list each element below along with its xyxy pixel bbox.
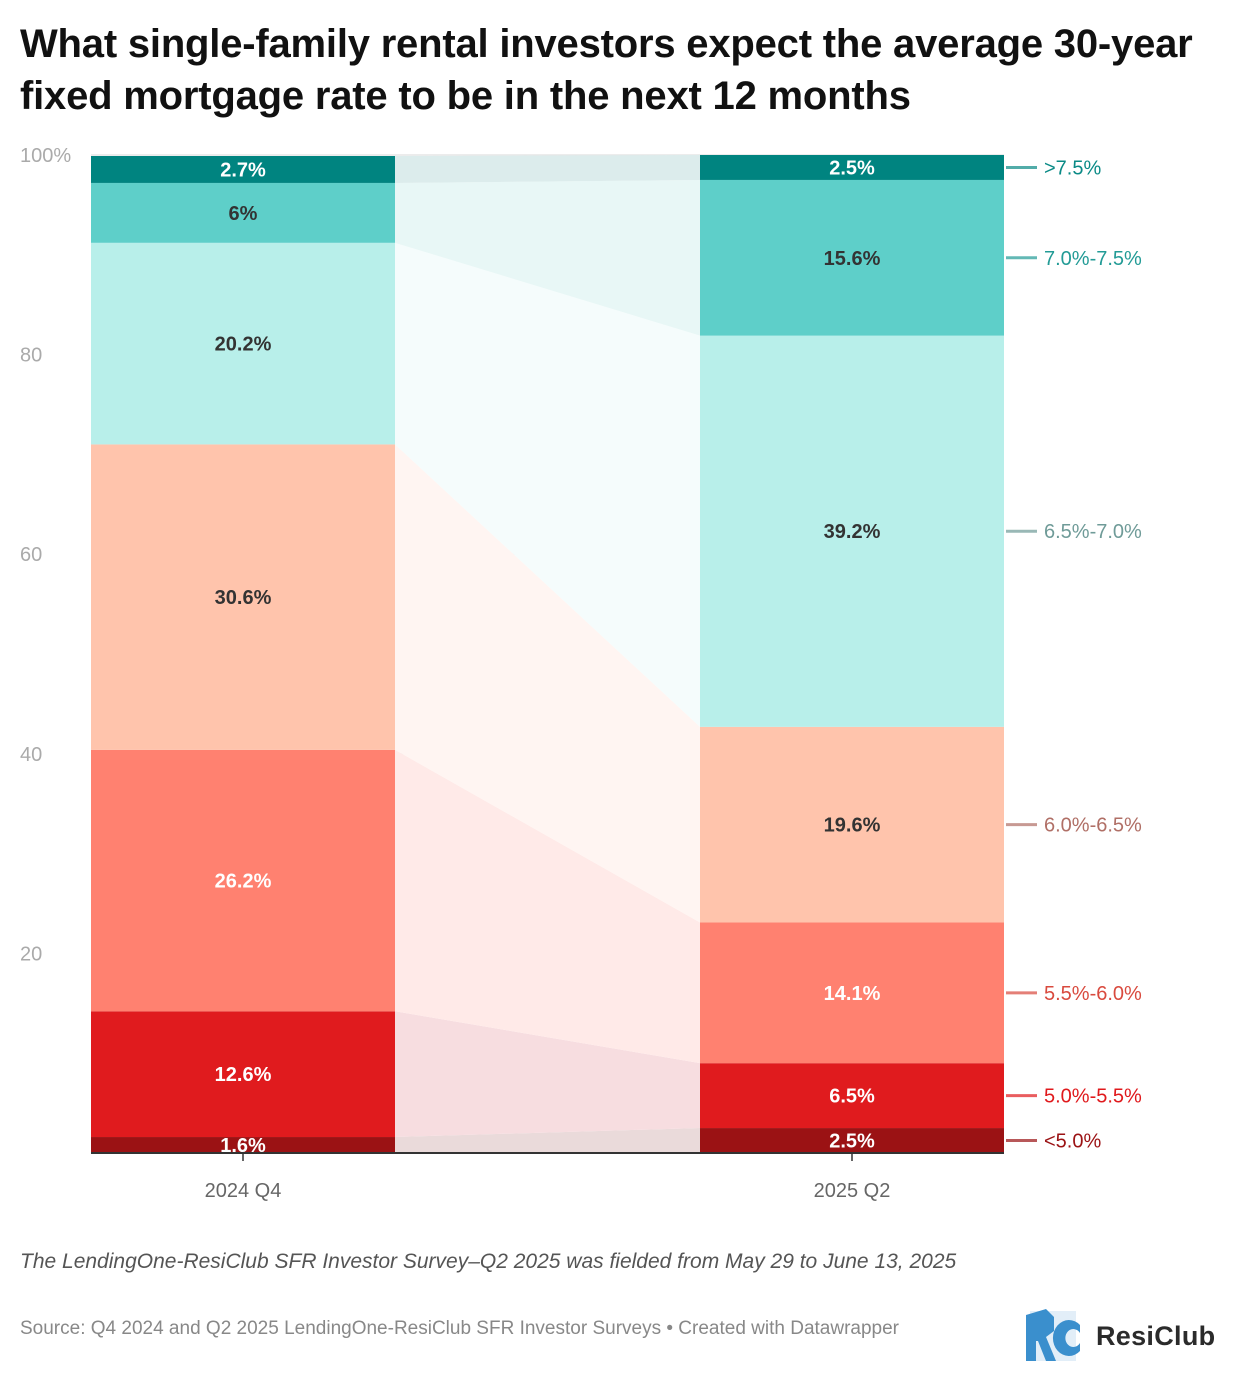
bar-segment[interactable]	[700, 726, 1004, 923]
resiclub-logo-icon	[1026, 1309, 1080, 1361]
stacked-bar-chart: 1.6% 12.6% 26.2% 30.6% 20.2% 6% 2.7% 2.5% 6.5% 14…	[20, 145, 1142, 1202]
brand-name: ResiClub	[1096, 1320, 1216, 1351]
bar-value-label: 14.1%	[824, 983, 881, 1005]
bars	[91, 155, 1004, 1153]
bar-value-label: 2.5%	[829, 1131, 875, 1153]
bar-value-label: 20.2%	[215, 334, 272, 356]
bar-segment[interactable]	[700, 179, 1004, 336]
y-tick-label: 20	[20, 943, 42, 965]
y-tick-label: 60	[20, 544, 42, 566]
bar-segment[interactable]	[91, 1137, 395, 1153]
bar-segment[interactable]	[91, 155, 395, 183]
connector-band	[395, 444, 700, 923]
bar-segment[interactable]	[700, 922, 1004, 1064]
bar-segment[interactable]	[91, 242, 395, 445]
bar-segment[interactable]	[700, 155, 1004, 180]
connector-band	[395, 749, 700, 1064]
bar-segment[interactable]	[91, 444, 395, 750]
legend-label: <5.0%	[1044, 1131, 1101, 1153]
bar-segment[interactable]	[700, 1128, 1004, 1153]
bar-segment[interactable]	[91, 182, 395, 243]
connector-band	[395, 1128, 700, 1153]
legend-label: 6.0%-6.5%	[1044, 815, 1142, 837]
x-category-label: 2024 Q4	[205, 1180, 282, 1202]
legend-label: 5.0%-5.5%	[1044, 1086, 1142, 1108]
bar-segment[interactable]	[700, 1063, 1004, 1129]
bar-value-label: 26.2%	[215, 871, 272, 893]
bar-value-label: 12.6%	[215, 1064, 272, 1086]
legend-label: >7.5%	[1044, 157, 1101, 179]
connector-band	[395, 155, 700, 183]
bar-value-label: 1.6%	[220, 1135, 266, 1157]
connector-band	[395, 242, 700, 727]
x-category-label: 2025 Q2	[814, 1180, 891, 1202]
bar-value-labels: 1.6% 12.6% 26.2% 30.6% 20.2% 6% 2.7% 2.5% 6.5% 14…	[215, 157, 881, 1157]
axes: 20 40 60 80 100% 2024 Q4 2025 Q2	[20, 145, 1004, 1202]
survey-note: The LendingOne-ResiClub SFR Investor Sur…	[20, 1250, 957, 1273]
bar-value-label: 2.7%	[220, 159, 266, 181]
connector-bands	[395, 155, 700, 1153]
bar-segment[interactable]	[700, 335, 1004, 727]
y-tick-label: 100%	[20, 145, 71, 167]
y-tick-label: 40	[20, 744, 42, 766]
source-credit: Source: Q4 2024 and Q2 2025 LendingOne-R…	[20, 1318, 900, 1339]
bar-value-label: 30.6%	[215, 587, 272, 609]
bar-value-label: 19.6%	[824, 815, 881, 837]
connector-band	[395, 1011, 700, 1138]
legend: <5.0% 5.0%-5.5% 5.5%-6.0% 6.0%-6.5% 6.5%-7.0…	[1006, 157, 1142, 1153]
chart-title: What single-family rental investors expe…	[20, 22, 1193, 118]
bar-value-label: 2.5%	[829, 157, 875, 179]
bar-value-label: 39.2%	[824, 521, 881, 543]
connector-band	[395, 179, 700, 336]
y-tick-label: 80	[20, 345, 42, 367]
bar-value-label: 15.6%	[824, 248, 881, 270]
bar-value-label: 6.5%	[829, 1086, 875, 1108]
resiclub-brand: ResiClub	[1024, 1306, 1215, 1366]
legend-label: 6.5%-7.0%	[1044, 521, 1142, 543]
legend-label: 7.0%-7.5%	[1044, 248, 1142, 270]
bar-segment[interactable]	[91, 749, 395, 1012]
legend-label: 5.5%-6.0%	[1044, 983, 1142, 1005]
bar-value-label: 6%	[229, 203, 258, 225]
bar-segment[interactable]	[91, 1011, 395, 1138]
